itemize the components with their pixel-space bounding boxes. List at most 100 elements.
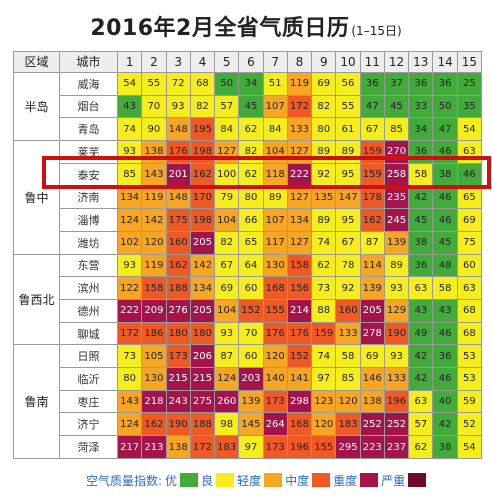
- table-row: 枣庄 143 218 243 275 260 139 173 298 123 120 138 196 63…: [14, 389, 482, 414]
- city-cell: 菏泽: [59, 435, 118, 459]
- aqi-cell: 51: [262, 71, 288, 96]
- aqi-cell: 55: [335, 94, 361, 119]
- aqi-cell: 88: [311, 298, 337, 323]
- aqi-cell: 38: [432, 435, 458, 459]
- aqi-cell: 63: [408, 276, 434, 300]
- aqi-cell: 178: [359, 185, 385, 210]
- aqi-cell: 59: [456, 389, 482, 414]
- aqi-cell: 95: [335, 208, 361, 232]
- aqi-cell: 159: [359, 162, 385, 187]
- aqi-cell: 133: [335, 321, 361, 346]
- aqi-cell: 58: [432, 276, 458, 300]
- aqi-cell: 142: [189, 253, 216, 278]
- aqi-cell: 160: [165, 230, 191, 255]
- aqi-cell: 54: [456, 117, 482, 142]
- aqi-cell: 43: [432, 298, 458, 323]
- aqi-cell: 141: [286, 367, 313, 391]
- day-header-10: 10: [335, 51, 361, 73]
- legend-item: 良: [201, 472, 235, 489]
- aqi-cell: 295: [335, 435, 361, 459]
- aqi-cell: 80: [116, 367, 143, 391]
- aqi-cell: 90: [141, 117, 167, 142]
- aqi-cell: 170: [189, 185, 216, 210]
- aqi-cell: 119: [141, 185, 167, 210]
- aqi-cell: 198: [189, 208, 216, 232]
- aqi-cell: 50: [214, 71, 240, 96]
- aqi-cell: 130: [262, 253, 288, 278]
- aqi-cell: 82: [189, 94, 216, 119]
- legend-label: 优: [165, 473, 178, 488]
- aqi-cell: 162: [165, 253, 191, 278]
- aqi-cell: 46: [432, 208, 458, 232]
- aqi-cell: 93: [214, 321, 240, 346]
- table-row: 烟台 43 70 93 82 57 45 107 172 82 55 47 45 33 50 35: [14, 94, 482, 119]
- aqi-cell: 213: [141, 435, 167, 459]
- aqi-cell: 104: [262, 140, 288, 164]
- aqi-cell: 176: [165, 140, 191, 164]
- aqi-cell: 127: [214, 140, 240, 164]
- aqi-cell: 104: [214, 208, 240, 232]
- aqi-cell: 46: [432, 140, 458, 164]
- aqi-cell: 69: [214, 276, 240, 300]
- table-row: 泰安 85 143 201 162 100 62 118 222 92 95 159 258 58 38 46: [14, 162, 482, 187]
- aqi-cell: 66: [238, 208, 264, 232]
- aqi-cell: 69: [456, 208, 482, 232]
- aqi-cell: 222: [286, 162, 313, 187]
- aqi-cell: 133: [286, 117, 313, 142]
- aqi-cell: 129: [383, 298, 410, 323]
- aqi-cell: 38: [432, 162, 458, 187]
- aqi-cell: 168: [262, 276, 288, 300]
- aqi-cell: 205: [189, 298, 216, 323]
- aqi-cell: 45: [432, 230, 458, 255]
- aqi-cell: 160: [335, 298, 361, 323]
- aqi-cell: 54: [456, 435, 482, 459]
- aqi-cell: 45: [383, 94, 410, 119]
- region-header: 区域: [13, 51, 60, 73]
- aqi-cell: 36: [432, 344, 458, 369]
- table-row: 鲁南 日照 73 105 173 206 87 60 120 152 74 58 69 93 42 36 53: [13, 344, 482, 459]
- aqi-cell: 82: [238, 140, 264, 164]
- day-header-15: 15: [456, 51, 482, 73]
- aqi-cell: 102: [116, 230, 143, 255]
- aqi-cell: 142: [141, 208, 167, 232]
- city-cell: 莱芜: [59, 140, 118, 164]
- aqi-cell: 217: [116, 435, 143, 459]
- aqi-cell: 75: [456, 230, 482, 255]
- aqi-cell: 82: [311, 94, 337, 119]
- aqi-cell: 74: [116, 117, 143, 142]
- table-row: 青岛 74 90 148 195 84 62 84 133 80 61 67 85 34 47 54: [14, 117, 482, 142]
- aqi-cell: 36: [432, 71, 458, 96]
- aqi-cell: 140: [262, 367, 288, 391]
- aqi-cell: 162: [141, 412, 167, 437]
- legend-label: 重度: [333, 473, 358, 488]
- aqi-cell: 60: [238, 344, 264, 369]
- aqi-cell: 49: [408, 321, 434, 346]
- aqi-cell: 252: [383, 412, 410, 437]
- aqi-cell: 173: [262, 389, 288, 414]
- aqi-cell: 176: [286, 321, 313, 346]
- aqi-cell: 48: [432, 253, 458, 278]
- aqi-cell: 70: [141, 94, 167, 119]
- aqi-cell: 62: [238, 162, 264, 187]
- aqi-cell: 33: [408, 94, 434, 119]
- aqi-cell: 218: [141, 389, 167, 414]
- aqi-cell: 65: [456, 185, 482, 210]
- aqi-cell: 198: [189, 140, 216, 164]
- aqi-cell: 36: [408, 140, 434, 164]
- aqi-cell: 62: [238, 117, 264, 142]
- aqi-cell: 122: [116, 276, 143, 300]
- aqi-cell: 143: [141, 162, 167, 187]
- day-header-12: 12: [383, 51, 410, 73]
- aqi-cell: 107: [262, 94, 288, 119]
- aqi-cell: 35: [456, 94, 482, 119]
- table-row: 半岛 威海 54 55 72 68 50 34 51 119 69 56 36 37 36 36 25: [13, 71, 482, 142]
- title: 2016年2月全省气质日历: [90, 16, 350, 41]
- aqi-cell: 186: [141, 321, 167, 346]
- aqi-cell: 118: [262, 162, 288, 187]
- day-header-7: 7: [262, 51, 288, 73]
- aqi-cell: 260: [214, 389, 240, 414]
- aqi-cell: 245: [383, 208, 410, 232]
- aqi-cell: 55: [141, 71, 167, 96]
- aqi-cell: 62: [408, 435, 434, 459]
- aqi-cell: 92: [311, 162, 337, 187]
